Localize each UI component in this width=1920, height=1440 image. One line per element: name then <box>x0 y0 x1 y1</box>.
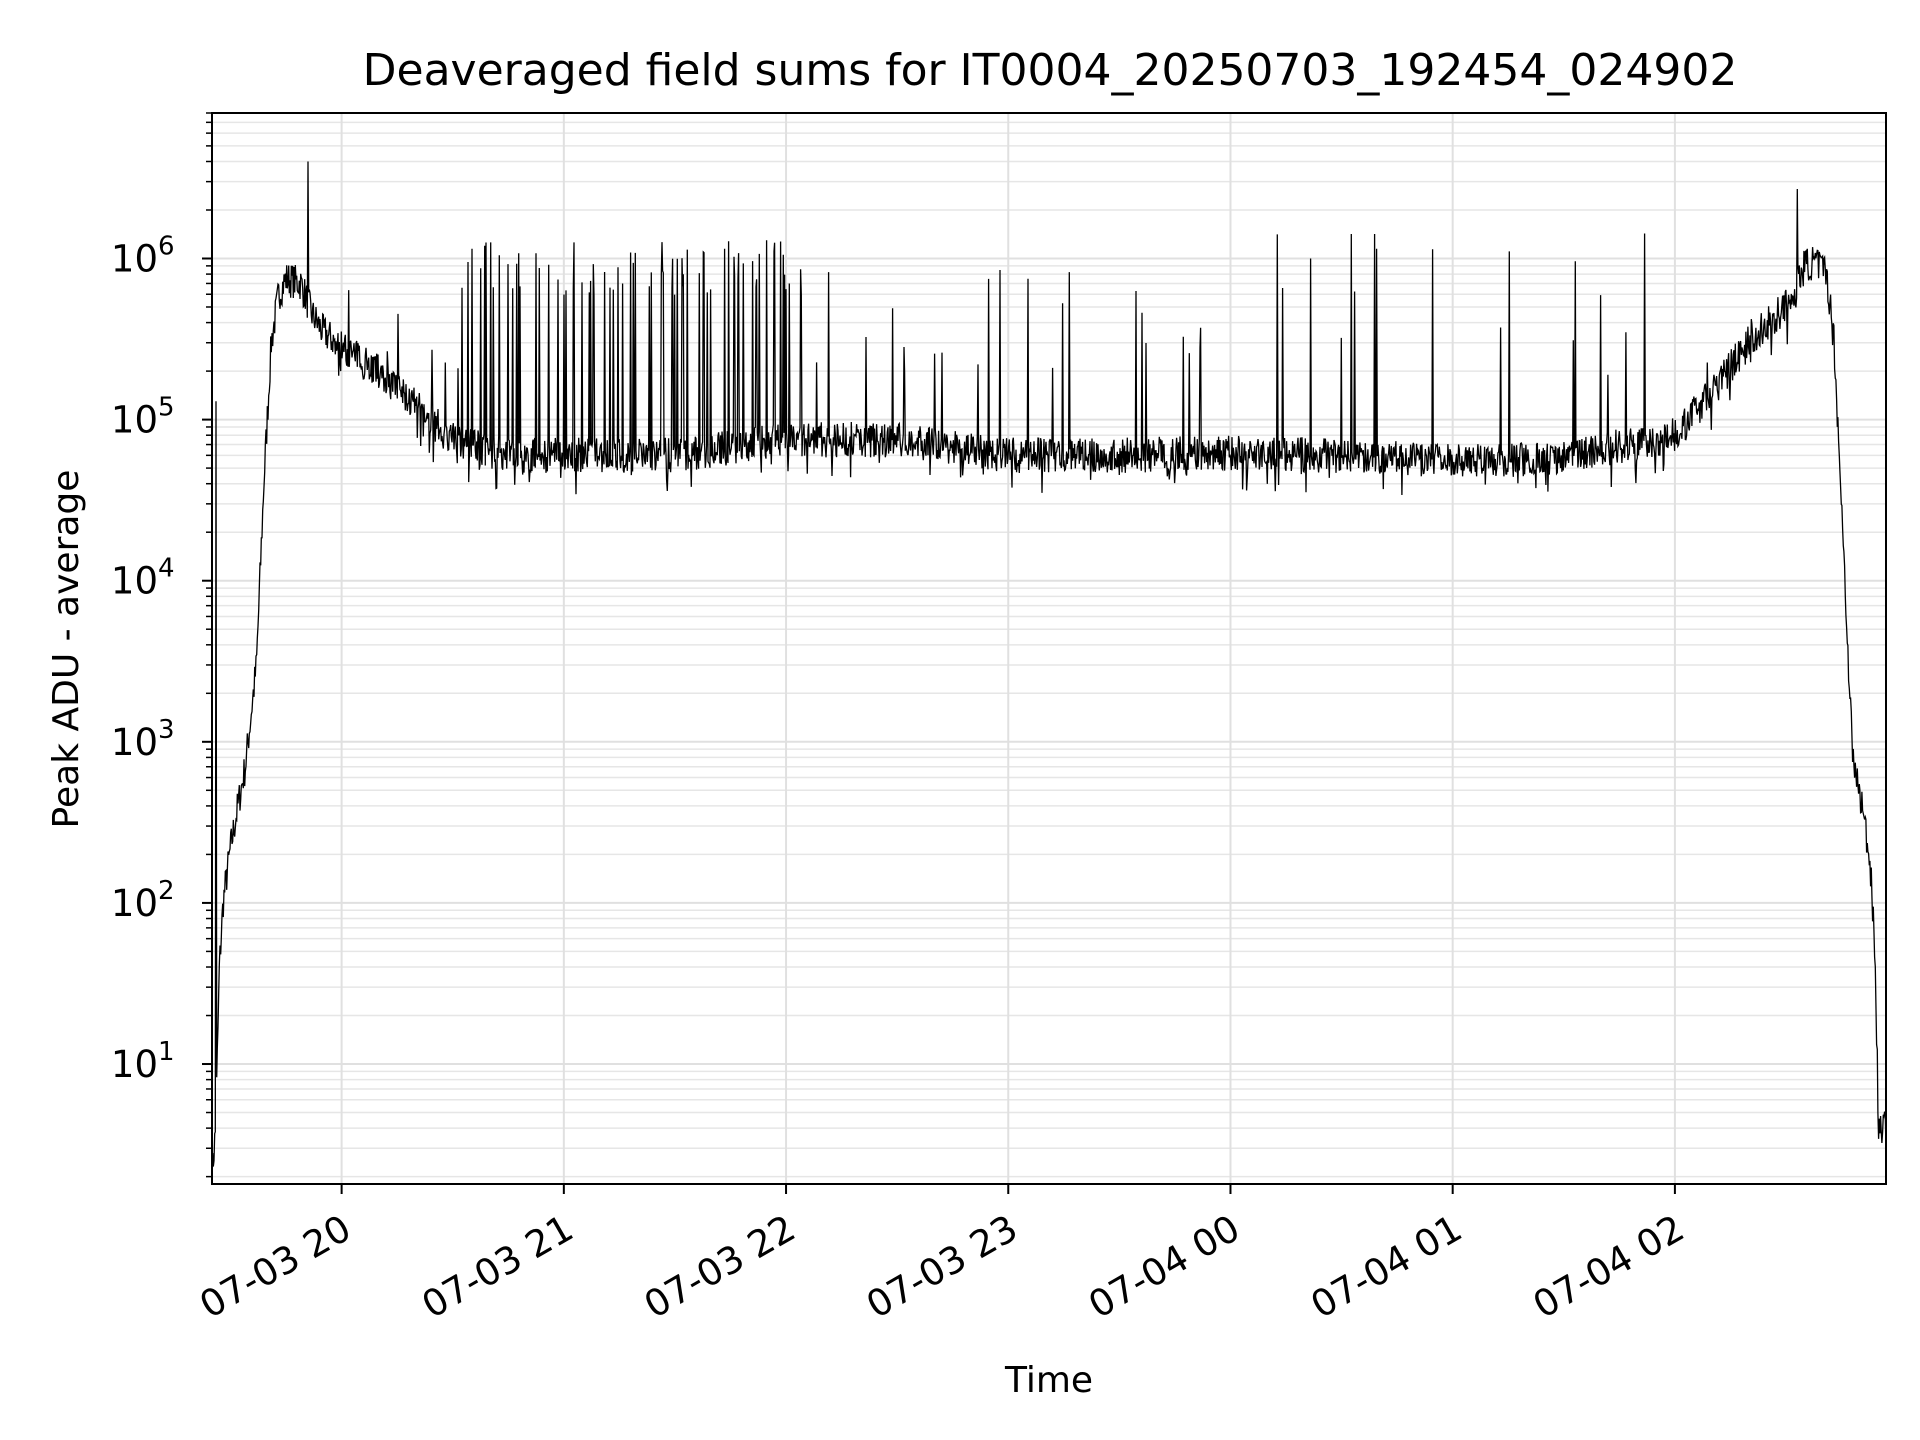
plot-frame <box>211 112 1887 1185</box>
y-tick-label: 10 <box>111 237 158 280</box>
y-tick-label: 10 <box>111 882 158 925</box>
y-tick-exponent: 6 <box>158 231 175 261</box>
y-axis-label: Peak ADU - average <box>46 470 87 829</box>
y-tick-exponent: 4 <box>158 554 175 584</box>
x-axis-label: Time <box>1004 1360 1093 1401</box>
y-tick-label: 10 <box>111 399 158 442</box>
y-tick-label: 10 <box>111 1043 158 1086</box>
y-tick-exponent: 2 <box>158 876 175 906</box>
y-tick-exponent: 1 <box>158 1037 175 1067</box>
chart-title: Deaveraged field sums for IT0004_2025070… <box>363 45 1738 96</box>
y-tick-exponent: 5 <box>158 393 175 423</box>
y-tick-exponent: 3 <box>158 715 175 745</box>
series-path <box>211 161 1887 1185</box>
series-line <box>211 161 1887 1185</box>
y-tick-label: 10 <box>111 721 158 764</box>
y-tick-label: 10 <box>111 560 158 603</box>
